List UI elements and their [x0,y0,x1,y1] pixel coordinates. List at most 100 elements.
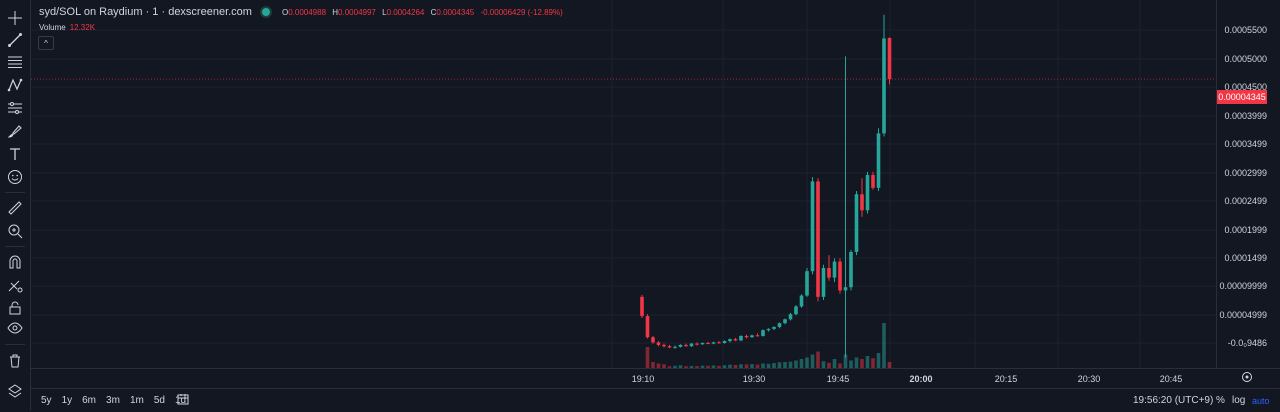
candle-body [855,194,859,252]
time-tick: 19:45 [827,374,850,384]
volume-bar [805,358,809,369]
drawing-toolbar [0,0,31,411]
horizontal-lines-icon[interactable] [3,52,27,72]
crosshair-icon[interactable] [3,8,27,28]
candle-body [662,345,666,346]
volume-bar [860,359,864,368]
trend-line-icon[interactable] [3,30,27,50]
candle-body [668,346,672,347]
candle-body [673,347,677,348]
range-button-1y[interactable]: 1y [62,395,73,406]
candle-body [684,345,688,346]
price-tick: 0.0002999 [1224,168,1267,178]
time-tick: 20:45 [1160,374,1183,384]
clock-readout[interactable]: 19:56:20 (UTC+9) [1133,395,1213,406]
candle-body [860,194,864,210]
pattern-icon[interactable] [3,75,27,95]
log-toggle[interactable]: log [1232,395,1245,406]
candle-body [833,262,837,278]
volume-bar [866,356,870,368]
time-tick: 20:00 [909,374,932,384]
auto-toggle[interactable]: auto [1252,396,1270,406]
candle-body [657,342,661,345]
time-tick: 19:10 [632,374,655,384]
lock-drawings-icon[interactable] [3,275,27,295]
price-tick: 0.0003999 [1224,111,1267,121]
time-tick: 20:30 [1078,374,1101,384]
open-value: 0.0004988 [288,8,326,17]
candle-body [701,343,705,344]
ohlc-values: O0.0004988 H0.0004997 L0.0004264 C0.0004… [278,8,563,17]
ruler-icon[interactable] [3,198,27,218]
candle-body [712,342,716,343]
candle-body [651,337,655,342]
candle-body [811,181,815,271]
candle-body [783,319,787,323]
price-tick: 0.0003499 [1224,139,1267,149]
candle-body [706,343,710,344]
candle-body [849,252,853,287]
candle-body [827,268,831,278]
candle-body [794,306,798,314]
volume-bar [816,352,820,369]
percent-toggle[interactable]: % [1216,395,1225,406]
emoji-icon[interactable] [3,167,27,187]
candle-body [888,38,892,79]
price-tick: -0.0₀9486 [1228,338,1267,348]
close-value: 0.0004345 [436,8,474,17]
price-tick: 0.0001999 [1224,225,1267,235]
range-button-5d[interactable]: 5d [154,395,165,406]
volume-bar [855,358,859,369]
range-button-5y[interactable]: 5y [41,395,52,406]
settings-icon[interactable] [1241,371,1253,383]
zoom-in-icon[interactable] [3,221,27,241]
collapse-legend-button[interactable]: ^ [38,36,54,50]
time-tick: 19:30 [743,374,766,384]
candle-body [745,336,749,337]
low-value: 0.0004264 [387,8,425,17]
candle-body [816,181,820,296]
candle-body [739,336,743,340]
candle-body [778,323,782,327]
candle-body [822,268,826,297]
range-button-3m[interactable]: 3m [106,395,120,406]
symbol-title[interactable]: syd/SOL on Raydium · 1 · dexscreener.com [39,6,252,18]
trash-icon[interactable] [3,351,27,371]
brush-icon[interactable] [3,121,27,141]
candle-body [679,345,683,347]
high-value: 0.0004997 [338,8,376,17]
magnet-icon[interactable] [3,252,27,272]
lock-icon[interactable] [3,298,27,318]
text-icon[interactable] [3,144,27,164]
current-price-label: 0.00004345 [1217,90,1267,104]
candle-body [877,133,881,187]
price-tick: 0.0001499 [1224,253,1267,263]
candle-body [640,297,644,316]
forecast-icon[interactable] [3,98,27,118]
price-tick: 0.0002499 [1224,196,1267,206]
candle-body [844,287,848,290]
candle-body [750,335,754,337]
range-button-6m[interactable]: 6m [82,395,96,406]
price-tick: 0.00004999 [1219,310,1267,320]
volume-bar [646,347,650,368]
candle-body [734,339,738,340]
eye-icon[interactable] [3,318,27,338]
chart-area[interactable] [31,0,1216,368]
layers-icon[interactable] [3,381,27,401]
candle-body [866,175,870,210]
range-button-1m[interactable]: 1m [130,395,144,406]
volume-bar [849,361,853,369]
change-value: -0.00006429 (-12.89%) [480,8,562,17]
market-status-dot [260,6,272,18]
chart-legend: syd/SOL on Raydium · 1 · dexscreener.com… [39,6,563,18]
volume-bar [833,359,837,368]
candle-body [756,335,760,336]
goto-date-icon[interactable] [177,393,189,405]
candlestick-chart[interactable] [31,0,1216,368]
volume-bar [794,361,798,369]
